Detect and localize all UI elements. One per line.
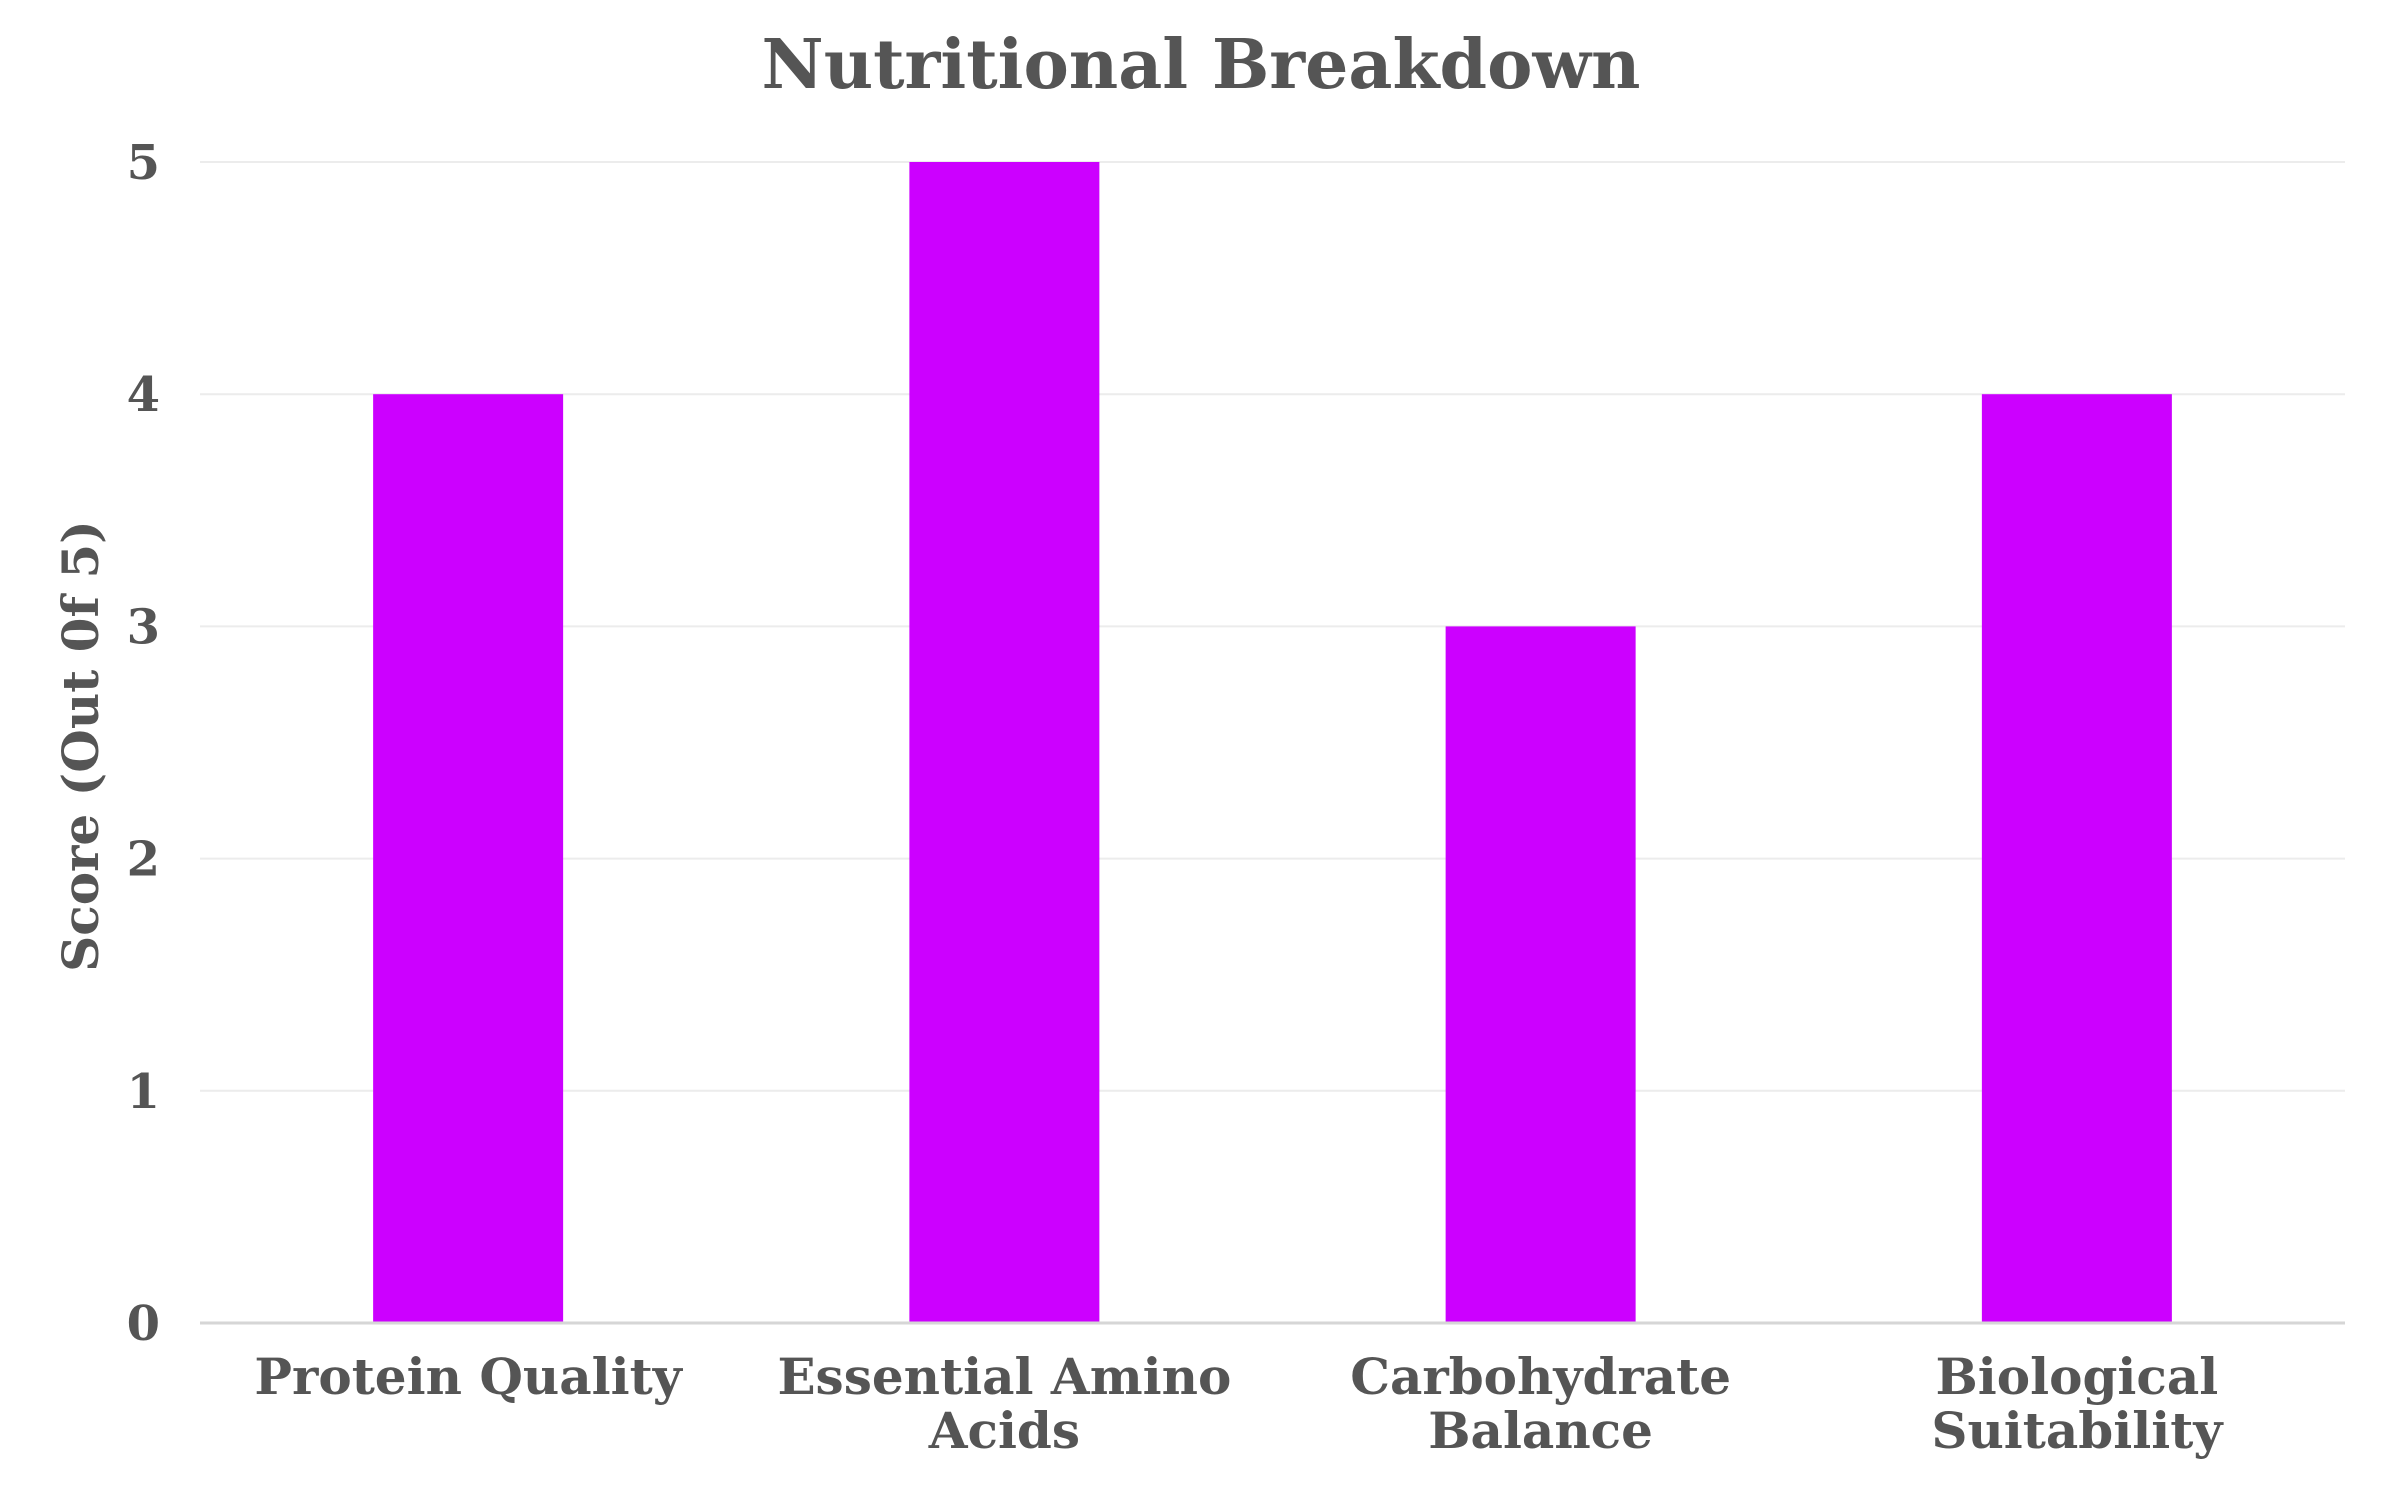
y-tick-label: 2 <box>127 832 160 888</box>
bar <box>909 162 1100 1323</box>
y-tick-label: 3 <box>127 599 160 655</box>
x-tick-label-line: Biological <box>1936 1347 2219 1406</box>
x-axis-categories: Protein Quality Essential Amino Acids Carbo… <box>254 1347 2224 1460</box>
y-tick-label: 1 <box>127 1064 160 1120</box>
x-tick-label: Carbohydrate Balance <box>1350 1347 1731 1460</box>
x-tick-label-line: Essential Amino <box>777 1347 1231 1406</box>
x-tick-label-line: Carbohydrate <box>1350 1347 1731 1406</box>
x-tick-label: Biological Suitability <box>1931 1347 2224 1460</box>
bars <box>373 162 2172 1323</box>
bar <box>1445 626 1636 1323</box>
y-tick-label: 4 <box>127 367 160 423</box>
x-tick-label-line: Acids <box>928 1401 1080 1460</box>
x-tick-label: Protein Quality <box>254 1347 683 1406</box>
y-tick-label: 0 <box>127 1296 160 1352</box>
y-tick-label: 5 <box>127 135 160 191</box>
y-axis-ticks: 0 1 2 3 4 5 <box>127 135 160 1352</box>
x-tick-label-line: Protein Quality <box>254 1347 683 1406</box>
x-tick-label-line: Balance <box>1428 1401 1653 1460</box>
x-tick-label: Essential Amino Acids <box>777 1347 1231 1460</box>
x-tick-label-line: Suitability <box>1931 1401 2224 1460</box>
chart-title: Nutritional Breakdown <box>762 25 1641 105</box>
bar <box>1981 394 2172 1323</box>
y-axis-title: Score (Out 0f 5) <box>51 520 110 972</box>
bar <box>373 394 564 1323</box>
